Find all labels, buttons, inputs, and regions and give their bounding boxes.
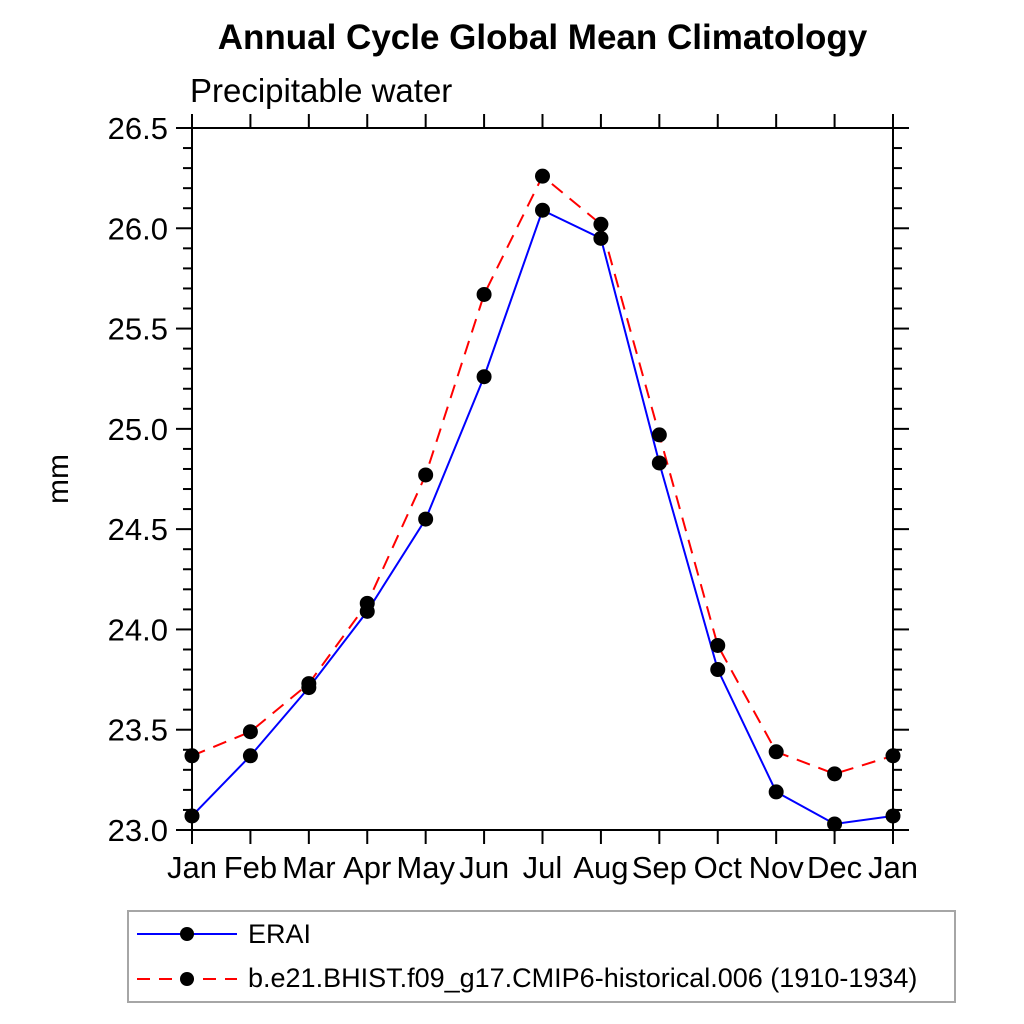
data-point-series-0	[827, 816, 843, 832]
series-line-1	[191, 174, 894, 775]
x-tick-label: Oct	[694, 850, 743, 885]
data-point-series-1	[301, 676, 317, 692]
x-tick-label: Feb	[224, 850, 277, 885]
legend: ERAI b.e21.BHIST.f09_g17.CMIP6-historica…	[127, 910, 956, 1003]
y-tick-label: 23.0	[108, 813, 168, 848]
x-tick-label: Mar	[282, 850, 335, 885]
x-tick-label: Dec	[807, 850, 862, 885]
plot-border	[191, 127, 894, 831]
legend-line-sample-solid	[137, 927, 237, 942]
series-line-0	[191, 208, 894, 826]
data-point-series-1	[768, 744, 784, 760]
x-tick-label: Nov	[749, 850, 805, 885]
data-point-series-1	[476, 286, 492, 302]
x-tick-label: May	[396, 850, 455, 885]
y-axis-label: mm	[42, 454, 75, 504]
data-point-series-1	[535, 168, 550, 184]
data-point-series-0	[242, 748, 258, 764]
data-point-series-0	[476, 369, 492, 385]
data-point-series-1	[885, 748, 901, 764]
data-point-series-1	[242, 724, 258, 740]
legend-label: ERAI	[248, 918, 312, 949]
x-tick-label: Jan	[868, 850, 918, 885]
y-tick-label: 25.0	[108, 412, 168, 447]
y-tick-label: 26.5	[108, 111, 168, 146]
data-point-series-0	[768, 784, 784, 800]
legend-row: ERAI	[133, 913, 954, 955]
data-point-series-1	[184, 748, 200, 764]
data-point-series-0	[184, 808, 200, 824]
x-tick-label: Aug	[573, 850, 628, 885]
data-point-series-0	[593, 230, 609, 246]
x-tick-label: Jun	[459, 850, 509, 885]
x-tick-label: Jan	[167, 850, 217, 885]
data-point-series-0	[651, 455, 667, 471]
legend-line-sample-dashed	[137, 971, 237, 986]
y-tick-label: 24.0	[108, 612, 168, 647]
data-point-series-1	[710, 637, 726, 653]
data-point-series-0	[418, 511, 434, 527]
y-tick-label: 26.0	[108, 211, 168, 246]
data-point-series-0	[710, 662, 726, 678]
y-tick-label: 25.5	[108, 312, 168, 347]
legend-row: b.e21.BHIST.f09_g17.CMIP6-historical.006…	[133, 958, 954, 1000]
data-point-series-1	[827, 766, 843, 782]
data-point-series-0	[885, 808, 901, 824]
data-point-series-1	[359, 595, 375, 611]
data-point-series-1	[593, 216, 609, 232]
x-tick-label: Sep	[632, 850, 687, 885]
legend-label: b.e21.BHIST.f09_g17.CMIP6-historical.006…	[248, 963, 918, 994]
x-tick-label: Jul	[523, 850, 563, 885]
data-point-series-1	[651, 427, 667, 443]
x-tick-label: Apr	[343, 850, 391, 885]
y-tick-label: 24.5	[108, 512, 168, 547]
data-point-series-0	[535, 202, 550, 218]
chart-subtitle: Precipitable water	[190, 72, 453, 109]
data-point-series-1	[418, 467, 434, 483]
y-tick-label: 23.5	[108, 713, 168, 748]
chart-title: Annual Cycle Global Mean Climatology	[217, 18, 868, 57]
